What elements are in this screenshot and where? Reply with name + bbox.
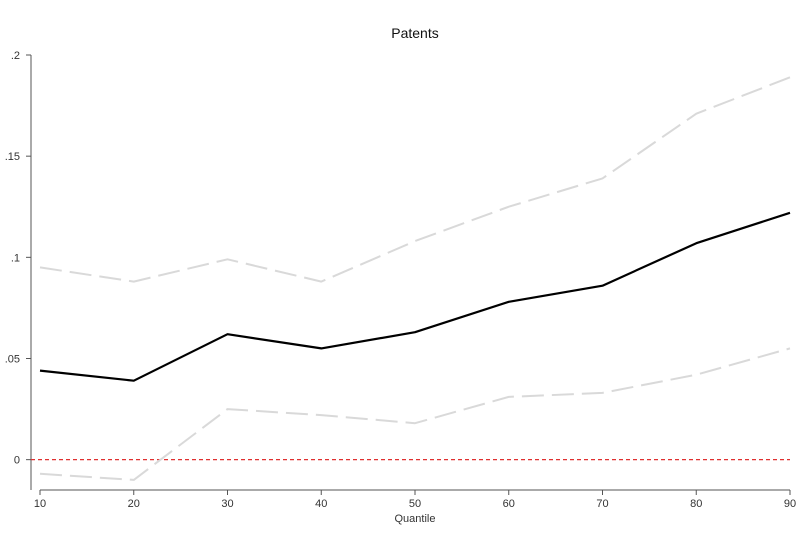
x-tick-label: 70 bbox=[596, 498, 608, 510]
y-tick-label: .15 bbox=[5, 151, 20, 163]
x-tick-label: 20 bbox=[128, 498, 140, 510]
series-line-estimate bbox=[39, 211, 791, 382]
y-tick-label: .2 bbox=[11, 50, 20, 62]
x-tick-label: 40 bbox=[315, 498, 327, 510]
chart-title: Patents bbox=[391, 25, 438, 41]
x-tick-label: 50 bbox=[409, 498, 421, 510]
x-tick-label: 10 bbox=[34, 498, 46, 510]
y-axis: 0 .05 .1 .15 .2 bbox=[5, 50, 32, 490]
series-line-lower-bound bbox=[39, 347, 791, 481]
x-tick-label: 90 bbox=[784, 498, 796, 510]
x-tick-label: 60 bbox=[503, 498, 515, 510]
series-layer bbox=[39, 76, 791, 481]
x-axis: 10 20 30 40 50 60 70 80 90 bbox=[34, 489, 796, 510]
x-axis-label: Quantile bbox=[395, 513, 436, 525]
y-tick-label: .05 bbox=[5, 353, 20, 365]
x-tick-label: 80 bbox=[690, 498, 702, 510]
series-line-upper-bound bbox=[39, 76, 791, 283]
x-tick-label: 30 bbox=[221, 498, 233, 510]
y-tick-label: .1 bbox=[11, 252, 20, 264]
y-tick-label: 0 bbox=[14, 455, 20, 467]
